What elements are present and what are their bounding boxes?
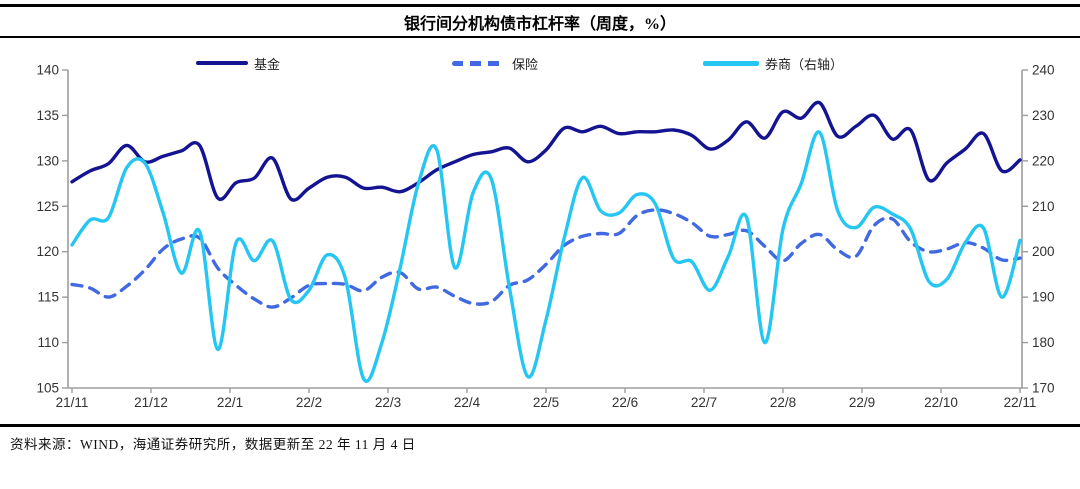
left-axis-tick-label: 130 <box>36 153 59 168</box>
insurance-line <box>70 208 1022 309</box>
source-note: 资料来源：WIND，海通证券研究所，数据更新至 22 年 11 月 4 日 <box>10 437 416 452</box>
x-axis-tick-label: 22/7 <box>691 395 717 410</box>
legend-label-fund: 基金 <box>254 56 281 72</box>
x-axis-tick-label: 22/2 <box>296 395 322 410</box>
right-axis-tick-label: 220 <box>1032 153 1055 168</box>
title-rule <box>0 36 1080 38</box>
right-axis-tick-label: 230 <box>1032 108 1055 123</box>
x-axis-tick-label: 22/10 <box>924 395 958 410</box>
insurance-dashed-swatch <box>452 60 506 66</box>
x-axis-tick-label: 22/1 <box>217 395 243 410</box>
fund-line-swatch <box>196 61 248 65</box>
securities-line <box>70 130 1022 383</box>
x-axis-tick-label: 22/6 <box>612 395 638 410</box>
left-axis-tick-label: 140 <box>36 63 59 78</box>
legend-item-securities: 券商（右轴） <box>703 55 844 72</box>
left-axis-tick-label: 110 <box>37 335 59 350</box>
x-axis-tick-label: 22/4 <box>454 395 481 410</box>
x-axis-tick-label: 22/3 <box>375 395 401 410</box>
right-axis-tick-label: 200 <box>1032 244 1055 259</box>
x-axis-tick-label: 21/11 <box>56 395 89 410</box>
legend-item-insurance: 保险 <box>452 55 539 72</box>
right-axis-tick-label: 240 <box>1032 63 1055 78</box>
right-axis-tick-label: 190 <box>1032 290 1055 305</box>
chart-title: 银行间分机构债市杠杆率（周度，%） <box>403 16 676 33</box>
left-axis-tick-label: 120 <box>36 244 59 259</box>
left-axis-tick-label: 105 <box>36 381 59 396</box>
left-axis-tick-label: 115 <box>37 290 59 305</box>
right-axis-tick-label: 170 <box>1032 381 1055 396</box>
x-axis-tick-label: 21/12 <box>134 395 168 410</box>
right-axis-tick-label: 180 <box>1032 335 1055 350</box>
right-axis-tick-label: 210 <box>1032 199 1055 214</box>
legend-label-insurance: 保险 <box>512 56 539 72</box>
left-axis-tick-label: 135 <box>36 108 59 123</box>
legend-item-fund: 基金 <box>196 55 281 72</box>
x-axis-tick-label: 22/11 <box>1004 395 1037 410</box>
x-axis-tick-label: 22/9 <box>849 395 875 410</box>
top-rule <box>0 4 1080 7</box>
securities-line-swatch <box>703 60 759 66</box>
fund-line <box>70 100 1022 202</box>
bottom-rule <box>0 424 1080 427</box>
left-axis-tick-label: 125 <box>36 199 59 214</box>
x-axis-tick-label: 22/5 <box>533 395 559 410</box>
legend-label-securities: 券商（右轴） <box>765 56 844 72</box>
x-axis-tick-label: 22/8 <box>770 395 796 410</box>
